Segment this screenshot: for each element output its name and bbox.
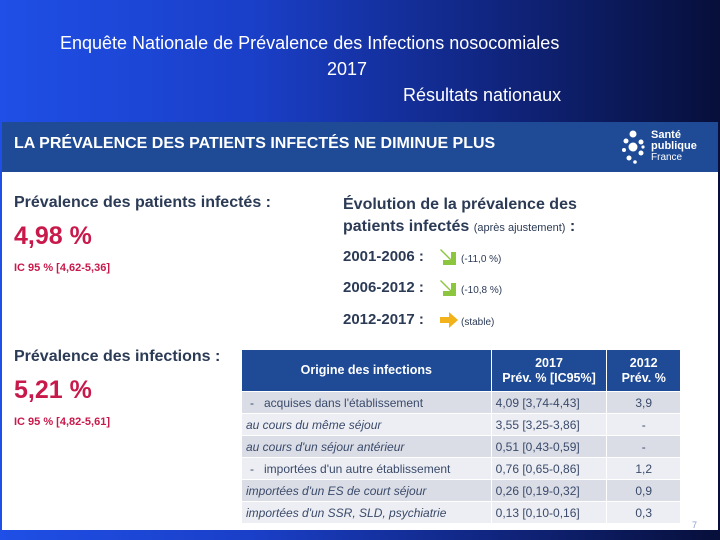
prev-2012-cell: 1,2	[606, 457, 681, 480]
banner-title: LA PRÉVALENCE DES PATIENTS INFECTÉS NE D…	[14, 135, 496, 152]
prev-2017-cell: 0,13 [0,10-0,16]	[490, 501, 608, 524]
origin-cell: au cours du même séjour	[241, 413, 492, 436]
prev-2017-cell: 0,51 [0,43-0,59]	[490, 435, 608, 458]
table-header-row: Origine des infections 2017 Prév. % [IC9…	[241, 349, 681, 392]
slide-title-line1: Enquête Nationale de Prévalence des Infe…	[60, 33, 560, 53]
evolution-period: 2006-2012 :	[343, 279, 424, 296]
prev-2017-cell: 4,09 [3,74-4,43]	[490, 391, 608, 414]
origin-label: acquises dans l'établissement	[264, 395, 424, 410]
origin-cell: importées d'un ES de court séjour	[241, 479, 492, 502]
prev-2012-cell: -	[606, 435, 681, 458]
evolution-period: 2001-2006 :	[343, 248, 424, 265]
evolution-value: (stable)	[461, 317, 495, 328]
arrow-down-right-icon	[440, 249, 456, 265]
content-panel: LA PRÉVALENCE DES PATIENTS INFECTÉS NE D…	[2, 122, 718, 530]
table-row: au cours du même séjour 3,55 [3,25-3,86]…	[241, 413, 681, 436]
row-dash: -	[250, 461, 254, 476]
origin-cell: au cours d'un séjour antérieur	[241, 435, 492, 458]
evolution-period: 2012-2017 :	[343, 311, 424, 328]
logo-word-publique: publique	[651, 140, 697, 152]
prev-2017-cell: 0,26 [0,19-0,32]	[490, 479, 608, 502]
table-row: - importées d'un autre établissement 0,76…	[241, 457, 681, 480]
col-header-2017-unit: Prév. % [IC95%]	[502, 370, 596, 385]
banner: LA PRÉVALENCE DES PATIENTS INFECTÉS NE D…	[2, 122, 718, 172]
slide-subtitle: Résultats nationaux	[403, 85, 562, 105]
patients-prevalence-value: 4,98 %	[14, 222, 92, 250]
prev-2017-cell: 0,76 [0,65-0,86]	[490, 457, 608, 480]
col-header-2012-unit: Prév. %	[621, 370, 666, 385]
origin-cell: - acquises dans l'établissement	[241, 391, 492, 414]
table-row: au cours d'un séjour antérieur 0,51 [0,4…	[241, 435, 681, 458]
origin-label: importées d'un autre établissement	[264, 461, 451, 476]
arrow-down-right-icon	[440, 280, 456, 296]
row-dash: -	[250, 395, 254, 410]
evolution-heading: Évolution de la prévalence des patients …	[343, 194, 577, 239]
evolution-heading-colon: :	[565, 218, 576, 235]
logo-word-france: France	[651, 152, 683, 163]
prev-2012-cell: 0,3	[606, 501, 681, 524]
prev-2012-cell: 0,9	[606, 479, 681, 502]
col-header-2012: 2012 Prév. %	[606, 349, 681, 392]
prev-2012-cell: 3,9	[606, 391, 681, 414]
page-number: 7	[692, 520, 698, 530]
arrow-right-icon	[440, 312, 458, 328]
table-row: importées d'un SSR, SLD, psychiatrie 0,1…	[241, 501, 681, 524]
evolution-value: (-11,0 %)	[461, 254, 502, 265]
logo-text: Santé publique France	[651, 129, 697, 164]
sante-publique-france-logo: Santé publique France	[617, 127, 715, 167]
evolution-value: (-10,8 %)	[461, 285, 503, 296]
infections-origin-table: Origine des infections 2017 Prév. % [IC9…	[241, 349, 681, 524]
col-header-2017-year: 2017	[535, 355, 563, 370]
col-header-origine: Origine des infections	[241, 349, 492, 392]
logo-word-sante: Santé	[651, 129, 681, 141]
prev-2012-cell: -	[606, 413, 681, 436]
col-header-2017: 2017 Prév. % [IC95%]	[490, 349, 608, 392]
slide-title-year: 2017	[327, 59, 368, 79]
infections-prevalence-value: 5,21 %	[14, 376, 92, 404]
evolution-heading-line2: patients infectés	[343, 218, 470, 235]
evolution-heading-note: (après ajustement)	[473, 222, 566, 234]
evolution-heading-line1: Évolution de la prévalence des	[343, 196, 577, 213]
patients-heading: Prévalence des patients infectés :	[14, 194, 271, 211]
infections-heading: Prévalence des infections :	[14, 348, 221, 365]
infections-ic: IC 95 % [4,82-5,61]	[14, 416, 110, 428]
prev-2017-cell: 3,55 [3,25-3,86]	[490, 413, 608, 436]
logo-dots-icon	[622, 130, 645, 164]
origin-cell: importées d'un SSR, SLD, psychiatrie	[241, 501, 492, 524]
patients-ic: IC 95 % [4,62-5,36]	[14, 262, 110, 274]
origin-cell: - importées d'un autre établissement	[241, 457, 492, 480]
table-row: importées d'un ES de court séjour 0,26 […	[241, 479, 681, 502]
table-row: - acquises dans l'établissement 4,09 [3,7…	[241, 391, 681, 414]
col-header-2012-year: 2012	[629, 355, 658, 370]
